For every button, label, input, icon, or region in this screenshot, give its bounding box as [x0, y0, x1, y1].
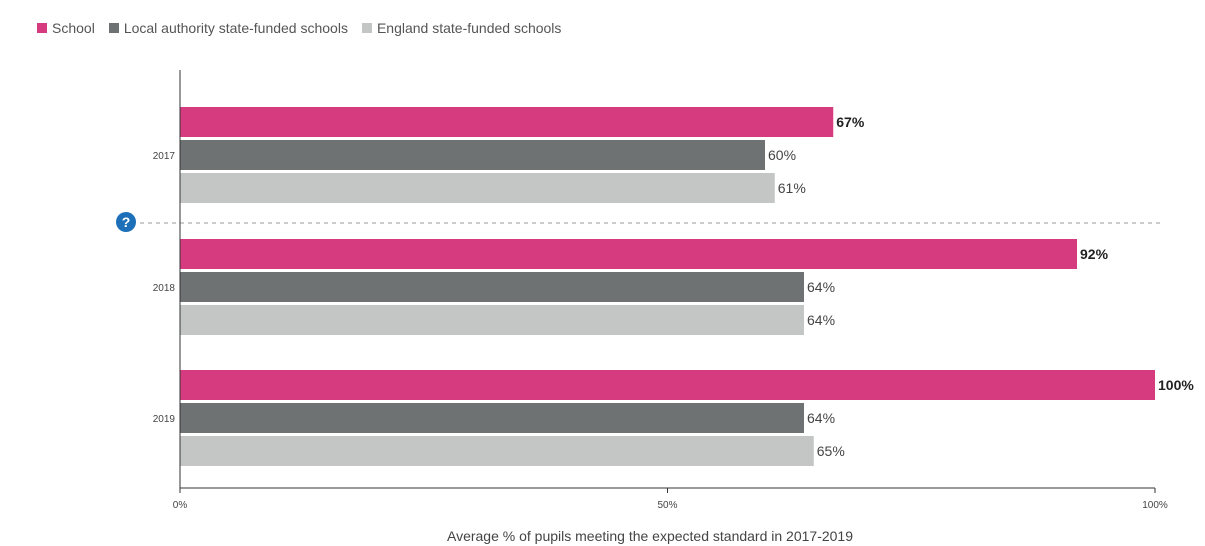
bar — [180, 305, 804, 335]
legend-item: England state-funded schools — [361, 20, 562, 36]
data-label: 64% — [807, 410, 835, 426]
bar — [180, 173, 775, 203]
x-tick-label: 0% — [173, 500, 188, 511]
x-axis-label: Average % of pupils meeting the expected… — [447, 528, 853, 544]
data-label: 61% — [778, 180, 806, 196]
legend-item: Local authority state-funded schools — [108, 20, 348, 36]
legend-swatch — [108, 23, 119, 33]
question-mark-icon — [116, 212, 136, 232]
bar — [180, 370, 1155, 400]
legend-label: Local authority state-funded schools — [123, 20, 348, 36]
data-label: 100% — [1158, 377, 1194, 393]
bar — [180, 140, 765, 170]
bar — [180, 239, 1077, 269]
data-label: 64% — [807, 279, 835, 295]
data-label: 92% — [1080, 246, 1109, 262]
bar — [180, 403, 804, 433]
legend: School Local authority state-funded schoo… — [37, 20, 561, 36]
x-tick-label: 100% — [1142, 500, 1168, 511]
bar — [180, 107, 834, 137]
legend-label: School — [52, 20, 95, 36]
x-tick-label: 50% — [657, 500, 677, 511]
bar — [180, 436, 814, 466]
category-label: 2019 — [153, 414, 176, 425]
data-label: 60% — [768, 147, 796, 163]
legend-item: School — [37, 20, 95, 36]
category-label: 2017 — [153, 151, 176, 162]
data-label: 65% — [817, 443, 845, 459]
question-mark-glyph: ? — [122, 214, 131, 230]
legend-label: England state-funded schools — [376, 20, 562, 36]
data-label: 64% — [807, 312, 835, 328]
legend-swatch — [37, 23, 47, 33]
legend-swatch — [361, 23, 372, 33]
category-label: 2018 — [153, 283, 176, 294]
data-label: 67% — [836, 114, 865, 130]
bar — [180, 272, 804, 302]
